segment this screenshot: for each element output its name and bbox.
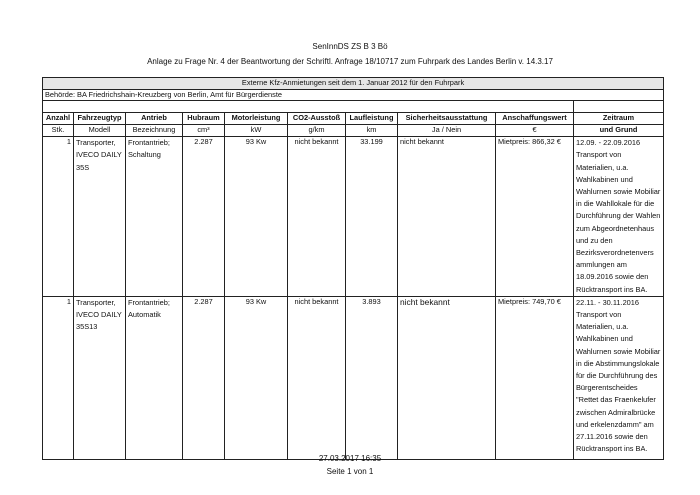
column-header: Hubraum: [182, 112, 225, 126]
column-header: Laufleistung: [345, 112, 398, 126]
column-header: Anschaffungswert: [495, 112, 574, 126]
cell-count: 1: [42, 295, 74, 460]
column-header: Fahrzeugtyp: [73, 112, 126, 126]
document-header-line2: Anlage zu Frage Nr. 4 der Beantwortung d…: [147, 57, 553, 66]
column-unit: Bezeichnung: [125, 124, 183, 138]
column-header: Motorleistung: [224, 112, 288, 126]
cell-value: Mietpreis: 866,32 €: [495, 136, 574, 297]
column-unit: und Grund: [572, 124, 665, 138]
footer-date: 27.03.2017 16:35: [318, 454, 382, 463]
table-row: 1 Transporter, IVECO DAILY 35S13 Frontantr…: [42, 295, 665, 460]
rental-table: Externe Kfz-Anmietungen seit dem 1. Janu…: [41, 77, 665, 460]
column-header: Anzahl: [42, 112, 74, 126]
cell-safety: nicht bekannt: [397, 295, 496, 460]
cell-power: 93 Kw: [224, 295, 288, 460]
column-header: Antrieb: [125, 112, 183, 126]
cell-power: 93 Kw: [224, 136, 288, 297]
cell-value: Mietpreis: 749,70 €: [495, 295, 574, 460]
column-unit: kW: [224, 124, 288, 138]
cell-displacement: 2.287: [182, 295, 225, 460]
column-header: Zeitraum: [572, 112, 665, 126]
column-unit: g/km: [287, 124, 346, 138]
table-title: Externe Kfz-Anmietungen seit dem 1. Janu…: [41, 77, 665, 90]
cell-period: 22.11. - 30.11.2016 Transport von Materi…: [572, 295, 665, 460]
cell-safety: nicht bekannt: [397, 136, 496, 297]
column-unit: Ja / Nein: [397, 124, 496, 138]
column-header: CO2-Ausstoß: [287, 112, 346, 126]
cell-type: Transporter, IVECO DAILY 35S: [73, 136, 126, 297]
cell-period: 12.09. - 22.09.2016 Transport von Materi…: [572, 136, 665, 297]
document-header-line1: SenInnDS ZS B 3 Bö: [312, 42, 388, 51]
authority: Behörde: BA Friedrichshain-Kreuzberg von…: [41, 88, 665, 102]
column-unit: cm³: [182, 124, 225, 138]
cell-type: Transporter, IVECO DAILY 35S13: [73, 295, 126, 460]
column-header: Sicherheitsausstattung: [397, 112, 496, 126]
cell-drive: Frontantrieb; Automatik: [125, 295, 183, 460]
cell-co2: nicht bekannt: [287, 295, 346, 460]
cell-mileage: 3.893: [345, 295, 398, 460]
column-unit: km: [345, 124, 398, 138]
cell-mileage: 33.199: [345, 136, 398, 297]
column-unit: Stk.: [42, 124, 74, 138]
cell-drive: Frontantrieb; Schaltung: [125, 136, 183, 297]
cell-count: 1: [42, 136, 74, 297]
footer-page: Seite 1 von 1: [326, 467, 374, 476]
column-unit: €: [495, 124, 574, 138]
column-unit: Modell: [73, 124, 126, 138]
cell-co2: nicht bekannt: [287, 136, 346, 297]
cell-displacement: 2.287: [182, 136, 225, 297]
table-row: 1 Transporter, IVECO DAILY 35S Frontantrie…: [42, 136, 665, 297]
